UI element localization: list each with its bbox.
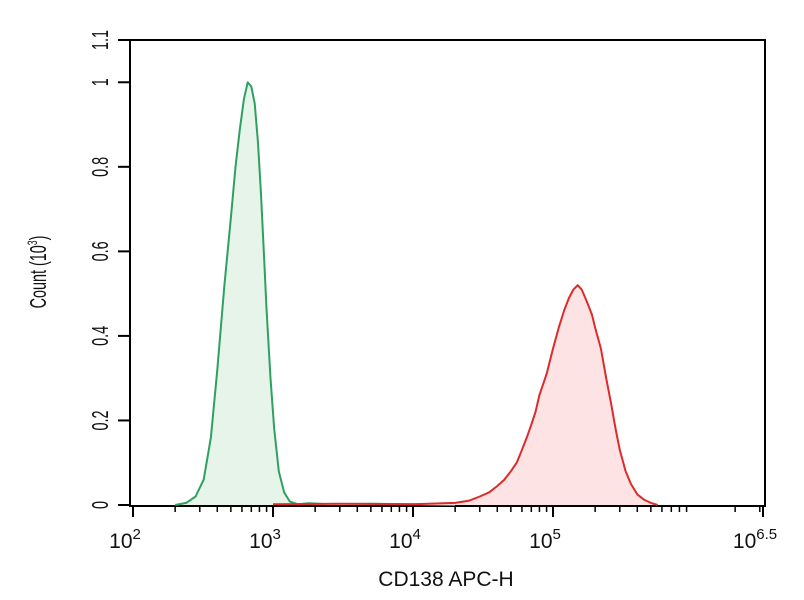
y-tick-label: 0.4	[89, 326, 114, 346]
x-tick-label: 105	[529, 526, 561, 553]
x-axis: 102 103 104 105 106.5	[109, 506, 777, 553]
y-tick-label: 0.8	[89, 157, 114, 177]
y-tick-label: 0	[89, 501, 114, 509]
y-axis-title-base: Count (10	[27, 245, 52, 308]
x-tick-label: 103	[249, 526, 281, 553]
series-1-area	[175, 82, 456, 506]
y-axis-title-close: )	[27, 236, 52, 241]
series-2-line	[272, 284, 658, 506]
series-layer	[174, 81, 658, 506]
y-tick-label: 1	[89, 78, 114, 86]
x-tick-label: 102	[109, 526, 141, 553]
y-tick-label: 1.1	[89, 30, 114, 50]
y-axis-title-exp: 3	[26, 240, 40, 245]
x-tick-label: 106.5	[733, 526, 777, 553]
y-axis: 0 0.2 0.4 0.6 0.8 1 1.1	[89, 30, 130, 509]
y-tick-label: 0.6	[89, 241, 114, 261]
x-axis-title: CD138 APC-H	[378, 568, 513, 591]
x-tick-label: 104	[389, 526, 421, 553]
y-tick-label: 0.2	[89, 410, 114, 430]
y-axis-title: Count (103)	[26, 236, 52, 309]
series-2-area	[273, 285, 658, 505]
